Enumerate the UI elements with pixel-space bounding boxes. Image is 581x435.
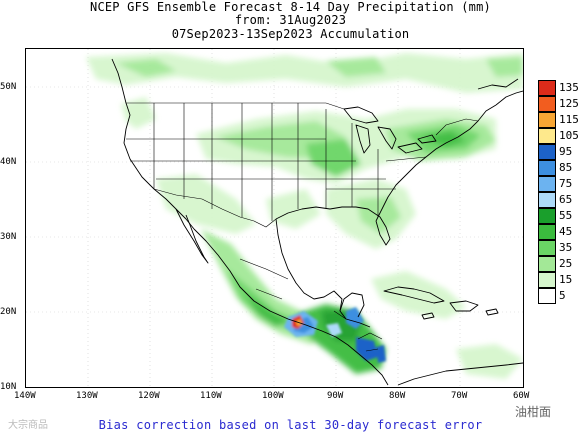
legend-swatch-65 [538, 192, 556, 208]
lon-label-140w: 140W [14, 391, 36, 401]
lat-label-50n: 50N [0, 82, 17, 92]
legend-label-125: 125 [559, 97, 579, 110]
lon-label-90w: 90W [327, 391, 344, 401]
bias-correction-note: Bias correction based on last 30-day for… [98, 418, 483, 432]
lon-label-100w: 100W [262, 391, 284, 401]
legend-label-15: 15 [559, 273, 573, 286]
legend-label-85: 85 [559, 161, 573, 174]
coastlines [111, 58, 524, 386]
lon-label-60w: 60W [513, 391, 530, 401]
legend-swatch-5 [538, 288, 556, 304]
legend-swatch-125 [538, 96, 556, 112]
precipitation-shading [86, 53, 523, 379]
legend-label-65: 65 [559, 193, 573, 206]
precip-region-canada [86, 53, 523, 93]
legend-label-115: 115 [559, 113, 579, 126]
lon-label-70w: 70W [451, 391, 468, 401]
legend-swatch-85 [538, 160, 556, 176]
legend-label-35: 35 [559, 241, 573, 254]
legend-swatch-25 [538, 256, 556, 272]
legend-swatch-105 [538, 128, 556, 144]
legend-swatch-35 [538, 240, 556, 256]
legend-swatch-95 [538, 144, 556, 160]
legend-label-5: 5 [559, 289, 566, 302]
legend-swatch-75 [538, 176, 556, 192]
map-subtitle-period: 07Sep2023-13Sep2023 Accumulation [171, 27, 410, 41]
watermark-right: 油柑面 [515, 405, 552, 419]
map-subtitle-from: from: 31Aug2023 [234, 13, 347, 27]
lon-label-130w: 130W [76, 391, 98, 401]
map-title: NCEP GFS Ensemble Forecast 8-14 Day Prec… [90, 0, 491, 14]
legend-label-75: 75 [559, 177, 573, 190]
lat-label-40n: 40N [0, 157, 17, 167]
lat-label-30n: 30N [0, 232, 17, 242]
precipitation-map [25, 48, 524, 388]
legend-swatch-55 [538, 208, 556, 224]
lon-label-80w: 80W [389, 391, 406, 401]
watermark-left: 大宗商品 [8, 420, 48, 431]
legend-label-105: 105 [559, 129, 579, 142]
borders [126, 102, 479, 352]
legend-label-25: 25 [559, 257, 573, 270]
legend-swatch-115 [538, 112, 556, 128]
lat-label-10n: 10N [0, 382, 17, 392]
legend-label-55: 55 [559, 209, 573, 222]
lat-label-20n: 20N [0, 307, 17, 317]
lon-label-120w: 120W [138, 391, 160, 401]
legend-swatch-15 [538, 272, 556, 288]
legend-label-45: 45 [559, 225, 573, 238]
legend-swatch-45 [538, 224, 556, 240]
legend-label-135: 135 [559, 81, 579, 94]
legend-swatch-135 [538, 80, 556, 96]
legend-label-95: 95 [559, 145, 573, 158]
map-canvas [26, 49, 524, 387]
lon-label-110w: 110W [200, 391, 222, 401]
